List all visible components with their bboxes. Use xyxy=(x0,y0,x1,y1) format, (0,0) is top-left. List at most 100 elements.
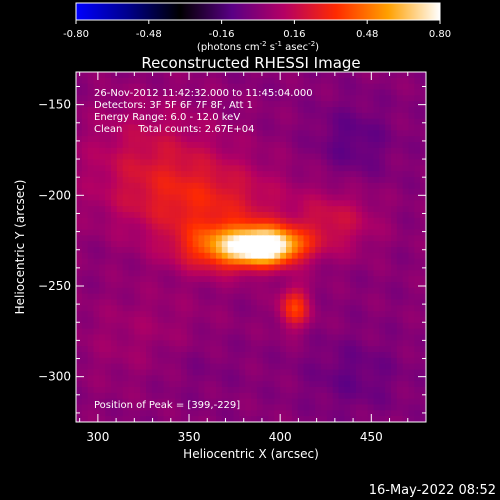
heatmap-cell xyxy=(303,77,310,85)
heatmap-cell xyxy=(204,153,211,161)
heatmap-cell xyxy=(356,83,363,91)
heatmap-cell xyxy=(286,287,293,295)
heatmap-cell xyxy=(338,334,345,341)
heatmap-cell xyxy=(151,305,159,312)
heatmap-cell xyxy=(414,124,421,131)
heatmap-cell xyxy=(286,363,293,371)
heatmap-cell xyxy=(151,282,159,289)
heatmap-cell xyxy=(146,188,153,196)
heatmap-cell xyxy=(291,375,299,382)
heatmap-cell xyxy=(227,258,235,266)
heatmap-cell xyxy=(99,130,106,137)
heatmap-cell xyxy=(233,112,240,120)
heatmap-cell xyxy=(227,165,235,172)
heatmap-cell xyxy=(344,270,351,277)
heatmap-cell xyxy=(396,381,404,388)
heatmap-cell xyxy=(385,317,392,324)
heatmap-cell xyxy=(332,340,340,347)
heatmap-cell xyxy=(321,258,328,266)
heatmap-cell xyxy=(93,404,100,411)
heatmap-cell xyxy=(87,252,95,260)
heatmap-cell xyxy=(321,130,328,137)
heatmap-cell xyxy=(221,293,229,301)
heatmap-cell xyxy=(367,270,375,277)
heatmap-cell xyxy=(338,293,345,301)
heatmap-cell xyxy=(408,363,415,371)
heatmap-cell xyxy=(350,299,357,306)
heatmap-cell xyxy=(221,229,229,236)
heatmap-cell xyxy=(385,328,392,336)
heatmap-cell xyxy=(146,305,153,312)
heatmap-cell xyxy=(186,159,194,166)
heatmap-cell xyxy=(116,328,124,336)
heatmap-cell xyxy=(157,270,165,277)
heatmap-cell xyxy=(361,217,369,225)
heatmap-cell xyxy=(81,107,89,114)
heatmap-cell xyxy=(373,258,380,266)
heatmap-cell xyxy=(385,270,392,277)
heatmap-cell xyxy=(128,147,135,155)
heatmap-cell xyxy=(198,410,205,417)
heatmap-cell xyxy=(414,410,421,417)
heatmap-cell xyxy=(204,270,211,277)
heatmap-cell xyxy=(239,293,246,301)
heatmap-cell xyxy=(356,165,363,172)
heatmap-cell xyxy=(204,387,211,394)
heatmap-cell xyxy=(321,153,328,161)
heatmap-cell xyxy=(286,241,293,248)
heatmap-cell xyxy=(286,322,293,330)
heatmap-cell xyxy=(87,118,95,126)
heatmap-cell xyxy=(175,72,182,79)
heatmap-cell xyxy=(379,72,386,79)
heatmap-cell xyxy=(93,416,100,422)
heatmap-cell xyxy=(93,200,100,207)
heatmap-cell xyxy=(303,404,310,411)
heatmap-cell xyxy=(414,107,421,114)
heatmap-cell xyxy=(373,317,380,324)
heatmap-cell xyxy=(163,171,170,178)
heatmap-cell xyxy=(245,410,252,417)
heatmap-cell xyxy=(99,77,106,85)
heatmap-cell xyxy=(122,95,130,102)
heatmap-cell xyxy=(105,147,112,155)
heatmap-cell xyxy=(321,311,328,318)
heatmap-cell xyxy=(356,416,363,422)
heatmap-cell xyxy=(227,107,235,114)
heatmap-cell xyxy=(111,264,118,271)
heatmap-cell xyxy=(128,235,135,242)
heatmap-cell xyxy=(391,264,398,271)
heatmap-cell xyxy=(111,392,118,400)
heatmap-cell xyxy=(111,72,118,79)
heatmap-cell xyxy=(140,404,147,411)
heatmap-cell xyxy=(181,398,188,406)
heatmap-cell xyxy=(192,177,200,184)
heatmap-cell xyxy=(216,369,223,376)
heatmap-cell xyxy=(338,217,345,225)
heatmap-cell xyxy=(350,159,357,166)
heatmap-cell xyxy=(105,101,112,108)
heatmap-cell xyxy=(280,147,287,155)
heatmap-cell xyxy=(286,223,293,231)
heatmap-cell xyxy=(297,212,305,219)
heatmap-cell xyxy=(396,392,404,400)
heatmap-cell xyxy=(391,340,398,347)
heatmap-cell xyxy=(122,299,130,306)
heatmap-cell xyxy=(233,252,240,260)
heatmap-cell xyxy=(291,235,299,242)
heatmap-cell xyxy=(251,305,258,312)
heatmap-cell xyxy=(221,392,229,400)
heatmap-cell xyxy=(169,171,176,178)
heatmap-cell xyxy=(99,235,106,242)
heatmap-cell xyxy=(385,276,392,283)
heatmap-cell xyxy=(99,171,106,178)
heatmap-cell xyxy=(239,381,246,388)
heatmap-cell xyxy=(414,194,421,201)
heatmap-cell xyxy=(233,416,240,422)
heatmap-cell xyxy=(198,317,205,324)
heatmap-cell xyxy=(204,206,211,213)
heatmap-cell xyxy=(420,387,426,394)
heatmap-cell xyxy=(256,363,264,371)
heatmap-cell xyxy=(227,77,235,85)
heatmap-cell xyxy=(111,223,118,231)
heatmap-cell xyxy=(396,282,404,289)
